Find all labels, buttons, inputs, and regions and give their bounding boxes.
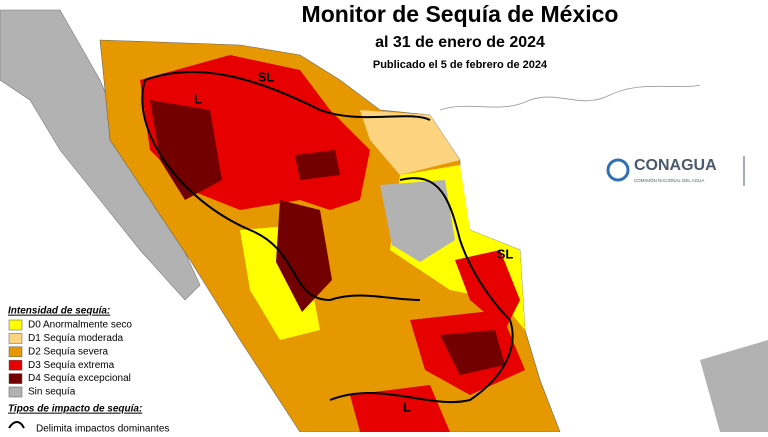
d4-area [276,200,332,312]
d3-area [350,385,450,432]
date: al 31 de enero de 2024 [375,34,545,51]
legend-swatch [8,346,23,358]
impact-outline [144,70,431,121]
map-label: L [403,399,411,414]
legend-label: D3 Sequía extrema [28,360,115,371]
legend-label: D0 Anormalmente seco [28,320,132,331]
map-label: SL [258,69,275,84]
d3-area [455,250,520,330]
legend-label: Sin sequía [28,387,76,398]
yucatan [700,340,768,432]
legend-swatch [8,373,23,384]
impact-title: Tipos de impacto de sequía: [8,404,142,415]
logo-icon [606,158,630,182]
d4-area [150,100,222,200]
legend-swatch [8,359,23,371]
legend-swatch [8,319,23,331]
legend-items: D0 Anormalmente seco D1 Sequía moderada D2… [8,319,132,398]
logo-name: CONAGUA [634,157,717,174]
coastline [439,84,701,111]
legend-label: D2 Sequía severa [28,346,108,357]
legend-box [0,300,205,432]
legend-title: Intensidad de sequía: [8,306,110,317]
d4-area [440,330,505,375]
legend-label: D1 Sequía moderada [28,333,124,344]
map-label: L [194,91,202,106]
logo-subtitle: COMISIÓN NACIONAL DEL AGUA [634,177,704,183]
map-label: SL [497,246,514,261]
legend-swatch [8,386,23,398]
no-drought [380,180,455,262]
d4-area [295,150,340,180]
title: Monitor de Sequía de México [302,1,619,27]
impact-outline [329,177,514,404]
legend-label: D4 Sequía excepcional [28,373,131,384]
d1-area [360,110,460,175]
impact-outline [141,79,421,302]
published: Publicado el 5 de febrero de 2024 [373,59,548,71]
impact-item: Delimita impactos dominantes [36,424,169,432]
impact-symbol [8,421,25,429]
legend-swatch [8,333,23,344]
